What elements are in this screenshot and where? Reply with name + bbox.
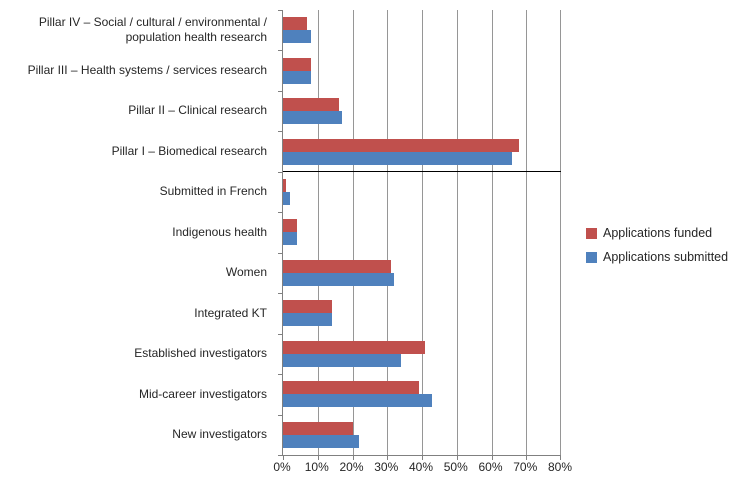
category-label: Indigenous health [172, 224, 267, 239]
gridline [317, 10, 319, 455]
category-label: Pillar II – Clinical research [128, 103, 267, 118]
legend-item-submitted: Applications submitted [586, 250, 728, 264]
plot-area [278, 10, 561, 460]
bar-funded [283, 138, 520, 152]
legend-swatch-funded [586, 227, 597, 239]
bar-submitted [283, 30, 311, 44]
gridline [526, 10, 528, 455]
legend-swatch-submitted [586, 251, 597, 263]
category-label: Pillar III – Health systems / services r… [27, 62, 267, 77]
category-axis-labels: Pillar IV – Social / cultural / environm… [0, 10, 272, 455]
category-row [283, 334, 561, 374]
category-label: Women [225, 265, 267, 280]
category-label: Submitted in French [159, 184, 267, 199]
category-row [283, 172, 561, 212]
category-row [283, 91, 561, 131]
category-axis-tick [278, 374, 283, 376]
bar-submitted [283, 111, 343, 125]
category-row [283, 131, 561, 171]
category-axis-tick [278, 90, 283, 92]
category-axis-tick [278, 252, 283, 254]
section-separator-line [283, 170, 561, 172]
bar-funded [283, 381, 419, 395]
gridline [352, 10, 354, 455]
x-tick-label: 60% [478, 460, 503, 474]
gridline [560, 10, 561, 455]
x-tick-label: 50% [443, 460, 468, 474]
bar-funded [283, 259, 391, 273]
bar-rows [283, 10, 561, 455]
x-tick-label: 10% [304, 460, 329, 474]
bar-submitted [283, 151, 513, 165]
category-axis-tick [278, 293, 283, 295]
x-tick-label: 20% [339, 460, 364, 474]
value-axis-tick [422, 455, 423, 460]
category-row [283, 10, 561, 50]
gridline [456, 10, 458, 455]
value-axis-tick [317, 455, 319, 460]
value-axis-tick [283, 455, 284, 460]
x-tick-label: 0% [273, 460, 291, 474]
bar-funded [283, 17, 308, 31]
bar-submitted [283, 434, 360, 448]
category-axis-tick [278, 171, 283, 173]
category-row [283, 253, 561, 293]
category-label: Integrated KT [194, 305, 267, 320]
bar-submitted [283, 232, 297, 246]
category-label: Pillar IV – Social / cultural / environm… [38, 14, 267, 45]
bar-submitted [283, 272, 395, 286]
value-axis-tick [387, 455, 389, 460]
category-axis-tick [278, 10, 283, 11]
bar-funded [283, 219, 297, 233]
gridline [422, 10, 423, 455]
category-axis-tick [278, 455, 283, 456]
bar-funded [283, 98, 339, 112]
category-axis-tick [278, 414, 283, 416]
gridline [387, 10, 389, 455]
bar-submitted [283, 192, 290, 206]
gridline [491, 10, 493, 455]
bar-funded [283, 57, 311, 71]
x-tick-label: 30% [374, 460, 399, 474]
bar-submitted [283, 394, 433, 408]
category-row [283, 212, 561, 252]
x-axis-tick-labels: 0% 10% 20% 30% 40% 50% 60% 70% 80% [273, 460, 572, 476]
x-tick-label: 40% [408, 460, 434, 474]
bar-funded [283, 421, 353, 435]
category-row [283, 415, 561, 455]
category-row [283, 50, 561, 90]
bar-submitted [283, 70, 311, 84]
bar-submitted [283, 313, 332, 327]
category-axis-tick [278, 333, 283, 335]
legend: Applications funded Applications submitte… [586, 226, 728, 264]
category-label: Established investigators [134, 346, 267, 361]
category-label: Mid-career investigators [138, 386, 267, 401]
category-axis-tick [278, 212, 283, 214]
bar-submitted [283, 353, 402, 367]
value-axis-tick [352, 455, 354, 460]
category-label: Pillar I – Biomedical research [111, 143, 267, 158]
category-axis-tick [278, 50, 283, 52]
x-tick-label: 70% [513, 460, 538, 474]
x-tick-label: 80% [547, 460, 573, 474]
legend-item-funded: Applications funded [586, 226, 728, 240]
bar-funded [283, 179, 287, 193]
bar-funded [283, 300, 332, 314]
value-axis-tick [491, 455, 493, 460]
value-axis-tick [526, 455, 528, 460]
category-label: New investigators [172, 426, 267, 441]
value-axis-tick [456, 455, 458, 460]
category-axis-tick [278, 131, 283, 133]
bar-funded [283, 340, 426, 354]
category-row [283, 293, 561, 333]
value-axis-tick [560, 455, 561, 460]
legend-label-submitted: Applications submitted [603, 250, 729, 264]
legend-label-funded: Applications funded [603, 226, 713, 240]
category-row [283, 374, 561, 414]
